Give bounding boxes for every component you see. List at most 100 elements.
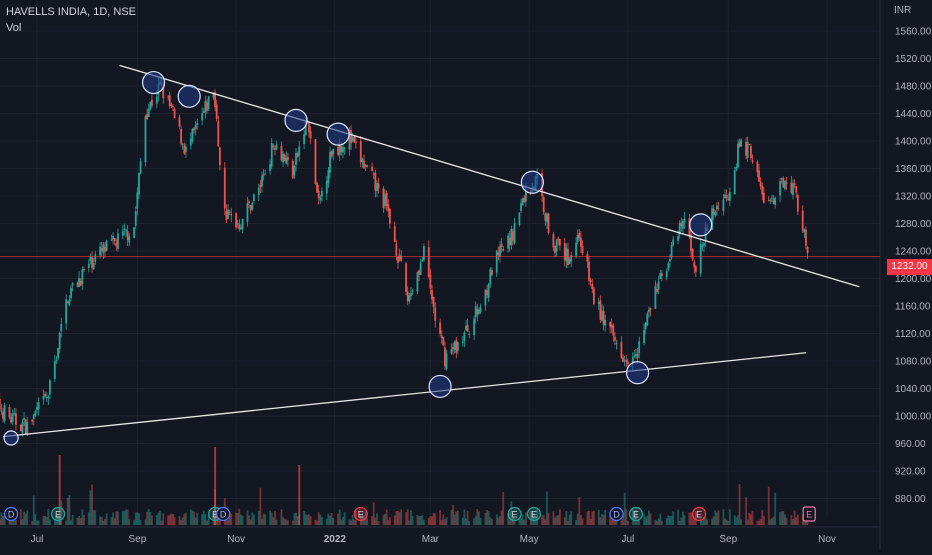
candle-body — [359, 141, 362, 163]
candle-body — [546, 213, 548, 223]
candle-body — [609, 321, 611, 327]
volume-bar — [510, 501, 513, 525]
candle-body — [431, 290, 433, 300]
volume-bar — [490, 518, 493, 525]
volume-bar — [487, 511, 490, 525]
volume-bar — [238, 509, 241, 525]
volume-spike — [214, 447, 217, 525]
y-tick-label: 1160.00 — [895, 302, 931, 313]
candle-body — [389, 208, 391, 224]
volume-bar — [513, 518, 516, 525]
volume-bar — [703, 517, 705, 525]
candle-body — [513, 223, 516, 244]
volume-bar — [461, 517, 464, 525]
candle-body — [350, 130, 352, 144]
volume-bar — [746, 519, 749, 525]
volume-bar — [398, 512, 401, 525]
candle-body — [110, 239, 113, 241]
candle-body — [638, 341, 641, 354]
volume-bar — [113, 518, 116, 525]
candle-body — [518, 212, 521, 226]
volume-bar — [123, 510, 126, 525]
volume-bar — [236, 513, 239, 525]
volume-bar — [329, 515, 331, 525]
touch-point-marker — [428, 374, 452, 399]
volume-bar — [83, 515, 85, 525]
volume-bar — [65, 520, 68, 525]
volume-bar — [724, 518, 726, 525]
volume-bar — [374, 517, 377, 525]
y-tick-label: 880.00 — [895, 494, 926, 505]
volume-bar — [790, 515, 793, 525]
x-tick-label: Sep — [128, 534, 146, 545]
volume-bar — [340, 519, 343, 525]
candle-body — [722, 199, 725, 212]
candle-body — [295, 153, 297, 166]
candle-body — [782, 177, 785, 188]
volume-bar — [408, 520, 411, 525]
candle-body — [592, 288, 595, 305]
volume-bar — [762, 515, 765, 525]
candle-body — [643, 330, 645, 344]
volume-bar — [486, 510, 488, 525]
candle-body — [138, 172, 140, 195]
candle-body — [115, 242, 118, 247]
candle-body — [117, 233, 119, 249]
candle-body — [626, 361, 629, 365]
candle-body — [490, 270, 493, 276]
earnings-marker — [692, 506, 707, 522]
candle-body — [727, 198, 730, 201]
candle-body — [694, 266, 697, 272]
candle-body — [353, 136, 356, 143]
volume-bar — [296, 516, 299, 525]
earnings-marker-label: E — [212, 510, 218, 520]
candle-body — [332, 148, 335, 155]
candle-body — [411, 290, 414, 292]
volume-bar — [544, 519, 547, 525]
volume-bar — [779, 512, 781, 525]
volume-bar — [282, 517, 284, 525]
candle-body — [554, 245, 556, 253]
volume-bar — [49, 519, 51, 525]
volume-bar — [439, 510, 441, 525]
candle-body — [761, 185, 764, 195]
candle-body — [665, 271, 668, 278]
volume-bar — [659, 513, 662, 525]
volume-bar — [189, 509, 192, 525]
candle-body — [416, 272, 419, 292]
trendline — [119, 64, 860, 288]
dividend-marker — [3, 506, 19, 522]
volume-bar — [567, 520, 569, 525]
volume-bar — [303, 511, 306, 525]
dividend-marker — [216, 506, 231, 522]
candle-body — [418, 270, 420, 275]
candle-body — [633, 355, 636, 357]
candle-body — [767, 200, 770, 202]
volume-bar — [620, 520, 623, 525]
volume-bar — [217, 518, 220, 525]
volume-bar — [733, 515, 736, 525]
volume-bar — [774, 492, 777, 525]
candle-body — [576, 234, 579, 243]
volume-bar — [162, 513, 165, 525]
candle-body — [348, 131, 351, 150]
candle-body — [371, 166, 374, 172]
volume-bar — [656, 520, 658, 525]
volume-bar — [241, 515, 244, 525]
volume-bar — [206, 520, 208, 525]
volume-bar — [489, 517, 492, 525]
volume-bar — [173, 516, 176, 525]
candle-body — [588, 261, 590, 281]
volume-bar — [636, 519, 639, 525]
candle-body — [261, 175, 263, 187]
touch-point-marker — [625, 361, 650, 385]
volume-bar — [26, 510, 29, 525]
candle-body — [615, 342, 618, 344]
candle-body — [31, 419, 34, 422]
candle-body — [772, 199, 775, 204]
earnings-marker-label: E — [633, 510, 639, 520]
candle-body — [316, 183, 318, 193]
candle-body — [112, 235, 114, 240]
